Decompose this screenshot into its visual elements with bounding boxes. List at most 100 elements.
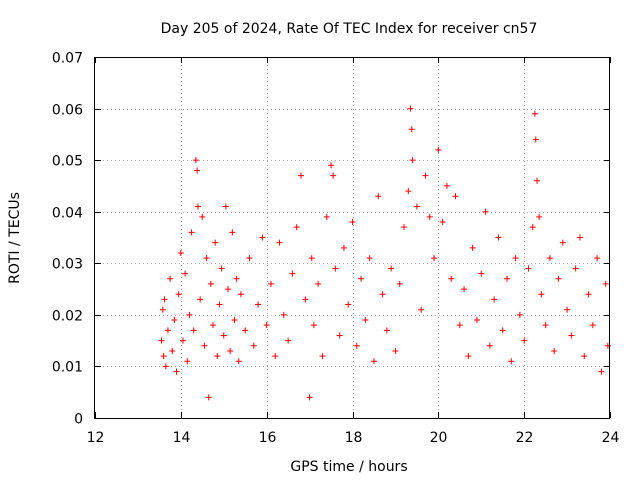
data-point xyxy=(210,322,217,329)
data-point xyxy=(525,265,532,272)
x-tick-label: 12 xyxy=(87,430,105,446)
data-point xyxy=(585,291,592,298)
data-point xyxy=(426,213,433,220)
data-point xyxy=(531,110,538,117)
data-point xyxy=(581,353,588,360)
data-point xyxy=(508,358,515,365)
data-point xyxy=(473,317,480,324)
data-point xyxy=(192,157,199,164)
data-point xyxy=(443,182,450,189)
data-point xyxy=(227,347,234,354)
data-point xyxy=(435,146,442,153)
data-point xyxy=(448,275,455,282)
data-point xyxy=(263,322,270,329)
data-point xyxy=(536,213,543,220)
data-point xyxy=(197,296,204,303)
y-tick-label: 0.07 xyxy=(52,51,83,67)
data-point xyxy=(161,296,168,303)
x-axis-label: GPS time / hours xyxy=(290,459,407,475)
data-point xyxy=(293,224,300,231)
data-point xyxy=(392,347,399,354)
data-point xyxy=(366,255,373,262)
data-point xyxy=(167,275,174,282)
data-point xyxy=(237,291,244,298)
data-point xyxy=(345,301,352,308)
data-point xyxy=(164,327,171,334)
data-point xyxy=(589,322,596,329)
x-tick-label: 24 xyxy=(602,430,620,446)
data-point xyxy=(216,301,223,308)
data-point xyxy=(302,296,309,303)
data-point xyxy=(340,244,347,251)
x-tick-label: 16 xyxy=(259,430,277,446)
y-axis-ticks: 0 0.01 0.02 0.03 0.04 0.05 0.06 0.07 xyxy=(52,51,610,428)
data-point xyxy=(538,291,545,298)
data-point xyxy=(173,368,180,375)
y-tick-label: 0.05 xyxy=(52,154,83,170)
data-point xyxy=(220,332,227,339)
data-point xyxy=(218,265,225,272)
data-point xyxy=(188,229,195,236)
data-point xyxy=(559,239,566,246)
data-points xyxy=(158,105,611,401)
data-point xyxy=(431,255,438,262)
data-point xyxy=(542,322,549,329)
data-point xyxy=(160,353,167,360)
plot-frame xyxy=(94,57,610,419)
data-point xyxy=(199,213,206,220)
data-point xyxy=(499,327,506,334)
data-point xyxy=(267,280,274,287)
x-tick-label: 14 xyxy=(173,430,191,446)
data-point xyxy=(469,244,476,251)
data-point xyxy=(534,177,541,184)
data-point xyxy=(235,358,242,365)
grid-lines xyxy=(95,57,610,418)
data-point xyxy=(330,172,337,179)
data-point xyxy=(555,275,562,282)
data-point xyxy=(529,224,536,231)
data-point xyxy=(452,193,459,200)
data-point xyxy=(413,203,420,210)
data-point xyxy=(171,317,178,324)
data-point xyxy=(323,213,330,220)
data-point xyxy=(362,317,369,324)
data-point xyxy=(456,322,463,329)
data-point xyxy=(349,219,356,226)
data-point xyxy=(478,270,485,277)
data-point xyxy=(184,358,191,365)
data-point xyxy=(194,167,201,174)
data-point xyxy=(353,342,360,349)
y-tick-label: 0.01 xyxy=(52,360,83,376)
y-tick-label: 0.03 xyxy=(52,257,83,273)
data-point xyxy=(285,337,292,344)
x-tick-label: 18 xyxy=(345,430,363,446)
data-point xyxy=(289,270,296,277)
data-point xyxy=(401,224,407,231)
data-point xyxy=(182,270,189,277)
data-point xyxy=(572,265,579,272)
data-point xyxy=(205,394,212,401)
data-point xyxy=(409,157,416,164)
data-point xyxy=(203,255,210,262)
data-point xyxy=(486,342,493,349)
data-point xyxy=(439,219,446,226)
y-tick-label: 0.04 xyxy=(52,206,83,222)
data-point xyxy=(158,337,165,344)
data-point xyxy=(512,255,519,262)
data-point xyxy=(388,265,395,272)
data-point xyxy=(495,234,502,241)
data-point xyxy=(272,353,279,360)
data-point xyxy=(186,311,193,318)
y-tick-label: 0.06 xyxy=(52,103,83,119)
data-point xyxy=(280,311,287,318)
data-point xyxy=(212,239,219,246)
data-point xyxy=(242,327,249,334)
data-point xyxy=(207,280,214,287)
data-point xyxy=(383,327,390,334)
data-point xyxy=(482,208,489,215)
x-tick-label: 20 xyxy=(430,430,448,446)
data-point xyxy=(396,280,403,287)
data-point xyxy=(201,342,208,349)
data-point xyxy=(306,394,313,401)
data-point xyxy=(564,306,571,313)
